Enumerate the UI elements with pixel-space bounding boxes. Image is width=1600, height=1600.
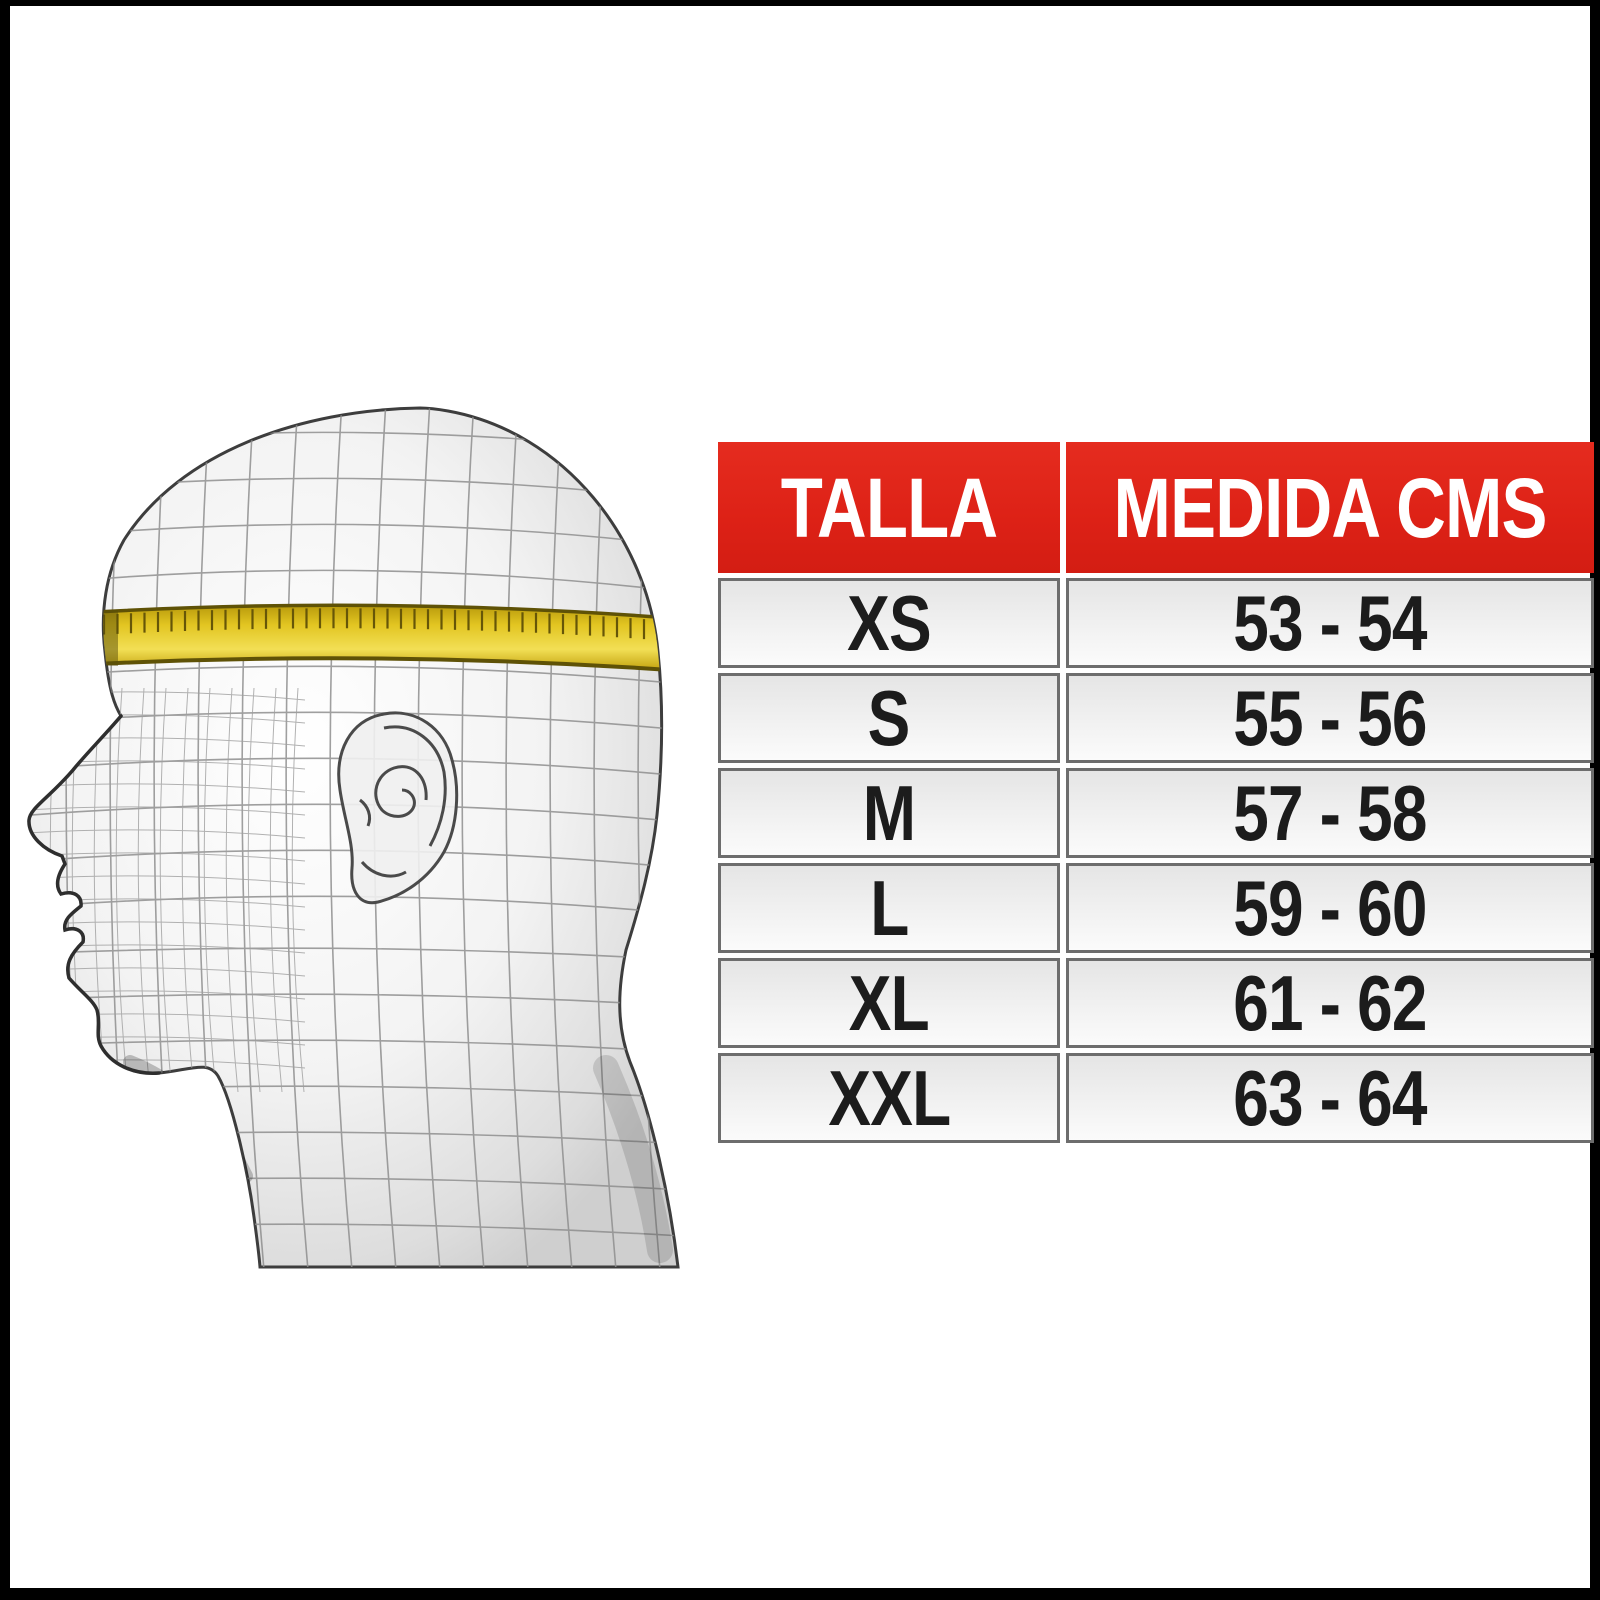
measurement-column-header-label: MEDIDA CMS bbox=[1113, 460, 1547, 555]
measurement-cell: 55 - 56 bbox=[1065, 673, 1594, 763]
table-row: XXL 63 - 64 bbox=[718, 1053, 1594, 1143]
size-chart-table: TALLA MEDIDA CMS XS 53 - 54 S 55 - 56 M … bbox=[712, 437, 1600, 1148]
size-cell: XXL bbox=[718, 1053, 1060, 1143]
table-row: S 55 - 56 bbox=[718, 673, 1594, 763]
table-header-row: TALLA MEDIDA CMS bbox=[718, 442, 1594, 573]
size-value: L bbox=[869, 864, 909, 952]
measurement-cell: 59 - 60 bbox=[1065, 863, 1594, 953]
table-row: XL 61 - 62 bbox=[718, 958, 1594, 1048]
measurement-value: 55 - 56 bbox=[1233, 674, 1427, 762]
size-value: M bbox=[862, 769, 916, 857]
measurement-cell: 63 - 64 bbox=[1065, 1053, 1594, 1143]
measurement-value: 53 - 54 bbox=[1233, 579, 1427, 667]
measurement-cell: 57 - 58 bbox=[1065, 768, 1594, 858]
table-row: M 57 - 58 bbox=[718, 768, 1594, 858]
measurement-cell: 53 - 54 bbox=[1065, 578, 1594, 668]
size-cell: S bbox=[718, 673, 1060, 763]
size-value: XL bbox=[848, 959, 930, 1047]
table-row: XS 53 - 54 bbox=[718, 578, 1594, 668]
size-cell: XL bbox=[718, 958, 1060, 1048]
measurement-value: 61 - 62 bbox=[1233, 959, 1427, 1047]
size-value: XS bbox=[847, 579, 932, 667]
measurement-value: 59 - 60 bbox=[1233, 864, 1427, 952]
size-cell: M bbox=[718, 768, 1060, 858]
size-value: XXL bbox=[827, 1054, 951, 1142]
table-row: L 59 - 60 bbox=[718, 863, 1594, 953]
size-cell: XS bbox=[718, 578, 1060, 668]
measurement-value: 57 - 58 bbox=[1233, 769, 1427, 857]
size-value: S bbox=[867, 674, 911, 762]
measurement-column-header: MEDIDA CMS bbox=[1065, 442, 1594, 573]
size-column-header-label: TALLA bbox=[780, 460, 998, 555]
measurement-cell: 61 - 62 bbox=[1065, 958, 1594, 1048]
measurement-value: 63 - 64 bbox=[1233, 1054, 1427, 1142]
size-cell: L bbox=[718, 863, 1060, 953]
size-column-header: TALLA bbox=[718, 442, 1060, 573]
